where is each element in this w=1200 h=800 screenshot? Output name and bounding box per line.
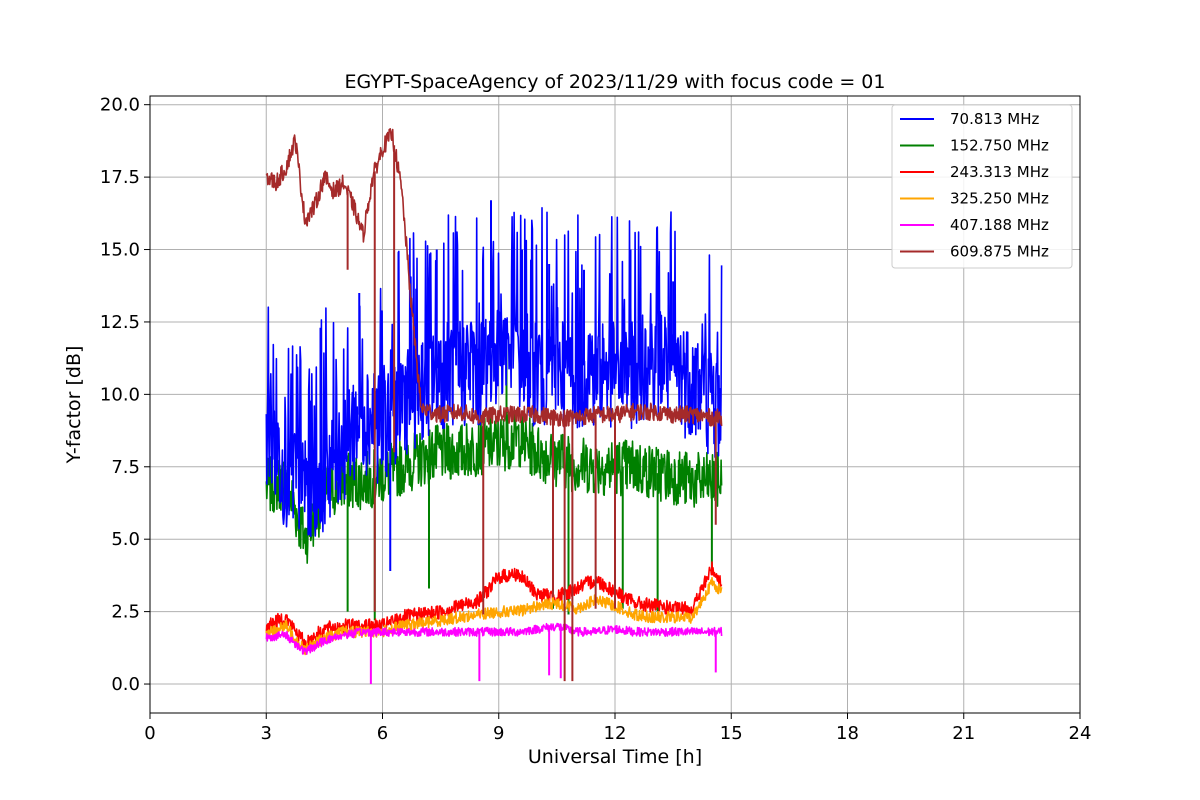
- legend-box: [891, 104, 1073, 269]
- legend-label: 152.750 MHz: [950, 137, 1049, 155]
- plot-frame: [149, 95, 1081, 714]
- y-tick-label: 20.0: [100, 95, 140, 116]
- legend-label: 70.813 MHz: [950, 110, 1039, 128]
- x-tick-label: 3: [261, 723, 272, 744]
- legend-label: 325.250 MHz: [950, 190, 1049, 208]
- series-line: [265, 622, 723, 655]
- y-tick-label: 5.0: [111, 529, 140, 550]
- y-tick-label: 10.0: [100, 384, 140, 405]
- x-tick-label: 9: [493, 723, 504, 744]
- y-tick-label: 15.0: [100, 240, 140, 261]
- x-tick-label: 21: [952, 723, 975, 744]
- y-tick-label: 2.5: [111, 602, 140, 623]
- x-tick-label: 18: [836, 723, 859, 744]
- y-tick-label: 7.5: [111, 457, 140, 478]
- legend: 70.813 MHz 152.750 MHz 243.313 MHz 325.250 …: [891, 104, 1073, 269]
- series-layer: [265, 128, 723, 685]
- y-tick-label: 17.5: [100, 167, 140, 188]
- y-tick-label: 12.5: [100, 312, 140, 333]
- y-tick-label: 0.0: [111, 674, 140, 695]
- x-axis-label: Universal Time [h]: [528, 746, 702, 768]
- x-axis-ticks: 0 3 6 9 12 15 18 21 24: [144, 713, 1091, 744]
- x-tick-label: 24: [1069, 723, 1092, 744]
- x-tick-label: 12: [604, 723, 627, 744]
- x-tick-label: 6: [377, 723, 388, 744]
- legend-label: 407.188 MHz: [950, 216, 1049, 234]
- legend-label: 609.875 MHz: [950, 243, 1049, 261]
- x-tick-label: 0: [144, 723, 155, 744]
- y-axis-ticks: 0.0 2.5 5.0 7.5 10.0 12.5 15.0 17.5 20.0: [100, 95, 150, 695]
- y-axis-label: Y-factor [dB]: [63, 346, 85, 465]
- chart-title: EGYPT-SpaceAgency of 2023/11/29 with foc…: [345, 71, 886, 93]
- legend-label: 243.313 MHz: [950, 163, 1049, 181]
- x-tick-label: 15: [720, 723, 743, 744]
- series-line: [265, 207, 723, 537]
- series-line: [265, 128, 723, 427]
